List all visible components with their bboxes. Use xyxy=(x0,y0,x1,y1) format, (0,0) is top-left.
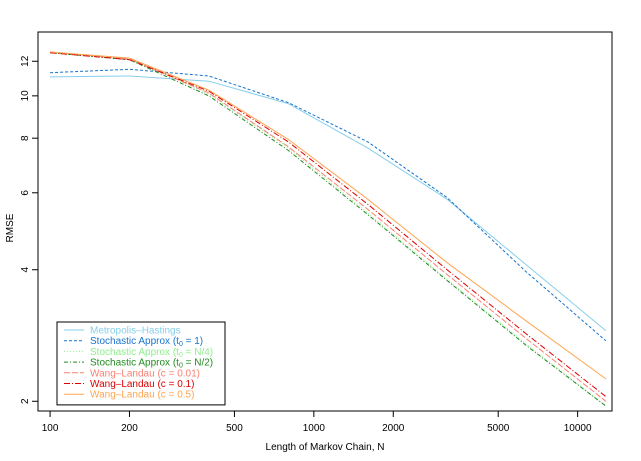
legend-label-subscript: 0 xyxy=(179,363,183,370)
legend-entry: Wang–Landau (c = 0.1) xyxy=(90,379,194,390)
plot-border xyxy=(37,31,613,412)
y-tick-label: 2 xyxy=(20,398,31,404)
legend-entry: Metropolis–Hastings xyxy=(90,326,181,337)
x-tick-label: 5000 xyxy=(487,423,510,434)
y-tick-label: 10 xyxy=(20,90,31,102)
legend-label-tail: = N/4) xyxy=(183,347,213,358)
series-line-7 xyxy=(50,51,607,380)
legend-label: Stochastic Approx (t xyxy=(90,358,179,369)
legend-entry: Stochastic Approx (t0 = N/4) xyxy=(90,347,213,359)
legend-label: Stochastic Approx (t xyxy=(90,336,179,347)
legend-label: Stochastic Approx (t xyxy=(90,347,179,358)
x-tick-label: 1000 xyxy=(303,423,326,434)
plot-frame xyxy=(37,31,613,412)
legend-entry: Wang–Landau (c = 0.5) xyxy=(90,390,194,401)
legend-label: Wang–Landau (c = 0.1) xyxy=(90,379,194,390)
y-tick-label: 6 xyxy=(20,190,31,196)
legend-label: Metropolis–Hastings xyxy=(90,326,181,337)
legend-label-tail: = N/2) xyxy=(183,358,213,369)
x-axis: 100 200 500 1000 2000 5000 10000 xyxy=(42,411,592,434)
x-tick-label: 200 xyxy=(121,423,138,434)
y-tick-label: 8 xyxy=(20,135,31,141)
x-tick-label: 2000 xyxy=(382,423,405,434)
legend-entry: Stochastic Approx (t0 = 1) xyxy=(90,336,203,348)
series-line-2 xyxy=(50,68,607,342)
x-tick-label: 10000 xyxy=(564,423,592,434)
series-line-6 xyxy=(50,52,607,397)
legend-box xyxy=(56,321,226,406)
legend-label-subscript: 0 xyxy=(179,341,183,348)
legend-entry: Wang–Landau (c = 0.01) xyxy=(90,368,200,379)
series-layer xyxy=(50,51,607,407)
legend-label-subscript: 0 xyxy=(179,352,183,359)
legend-entry: Stochastic Approx (t0 = N/2) xyxy=(90,358,213,370)
series-line-1 xyxy=(50,75,607,332)
series-line-5 xyxy=(50,51,607,402)
y-tick-label: 4 xyxy=(20,267,31,273)
y-axis: 2 4 6 8 10 12 xyxy=(20,55,38,404)
x-axis-title: Length of Markov Chain, N xyxy=(266,442,385,453)
y-axis-title: RMSE xyxy=(5,213,16,242)
legend-label: Wang–Landau (c = 0.01) xyxy=(90,368,200,379)
y-tick-label: 12 xyxy=(20,55,31,67)
x-tick-label: 500 xyxy=(226,423,243,434)
legend-label: Wang–Landau (c = 0.5) xyxy=(90,390,194,401)
x-tick-label: 100 xyxy=(42,423,59,434)
legend-label-tail: = 1) xyxy=(183,336,203,347)
